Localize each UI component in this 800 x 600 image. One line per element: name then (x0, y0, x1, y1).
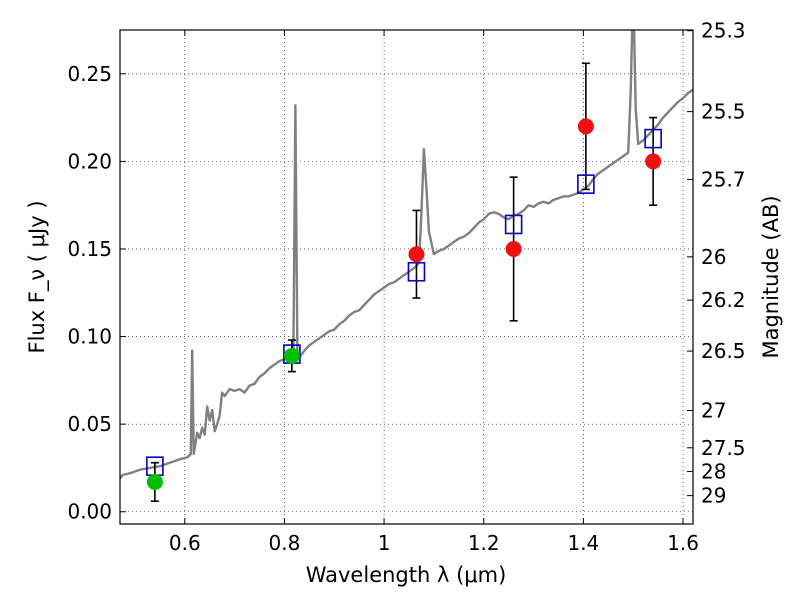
y-tick-label: 0.20 (67, 149, 112, 173)
model-square-marker (577, 174, 595, 194)
plot-background (120, 30, 693, 524)
observed-point-marker (408, 246, 425, 263)
model-square-marker (644, 128, 662, 149)
right-tick-label: 25.5 (701, 100, 746, 124)
ticks: 0.6 0.8 1 1.2 1.4 1.6 0.00 0.05 0.10 0.15 0.20 0.25… (67, 19, 745, 555)
observed-point-marker (645, 153, 662, 170)
y-tick-label: 0.10 (67, 325, 112, 349)
right-tick-label: 28 (701, 459, 726, 483)
right-tick-label: 26.5 (701, 339, 746, 363)
observed-point-marker (146, 473, 163, 490)
x-tick-label: 1.6 (667, 531, 699, 555)
plot-frame (119, 29, 694, 525)
observed-point-marker (283, 347, 300, 364)
right-tick-label: 27.5 (701, 436, 746, 460)
spectrum-layer (120, 30, 693, 480)
x-tick-label: 1 (378, 531, 391, 555)
right-tick-label: 25.7 (701, 167, 746, 191)
x-axis-label: Wavelength λ (μm) (306, 563, 507, 587)
spectrum-line (120, 30, 693, 480)
x-tick-label: 1.2 (468, 531, 500, 555)
y-axis-label: Flux F_ν ( μJy ) (25, 200, 50, 353)
model-square-marker (504, 214, 523, 235)
right-tick-label: 25.3 (701, 19, 746, 43)
observed-point-marker (577, 118, 594, 135)
right-tick-label: 29 (701, 484, 726, 508)
right-tick-label: 27 (701, 398, 726, 422)
y-tick-label: 0.00 (67, 500, 112, 524)
model-square-marker (407, 261, 426, 282)
y-tick-label: 0.25 (67, 62, 112, 86)
right-tick-label: 26 (701, 245, 726, 269)
right-axis-label: Magnitude (AB) (759, 195, 783, 358)
y-tick-label: 0.15 (67, 237, 112, 261)
y-tick-label: 0.05 (67, 412, 112, 436)
right-tick-label: 26.2 (701, 288, 746, 312)
x-tick-label: 1.4 (567, 531, 599, 555)
x-tick-label: 0.8 (269, 531, 301, 555)
marker-layer (146, 118, 662, 490)
x-tick-label: 0.6 (169, 531, 201, 555)
observed-point-marker (505, 240, 522, 257)
